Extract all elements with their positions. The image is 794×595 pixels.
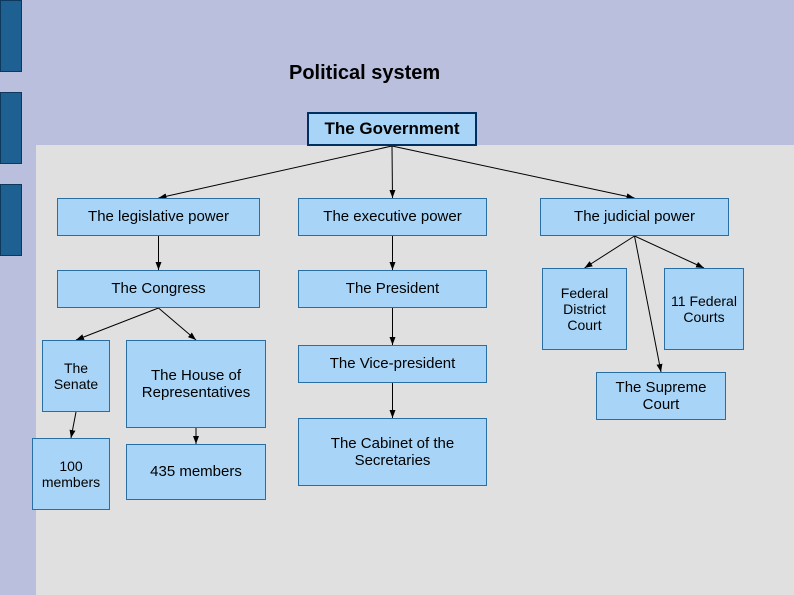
node-senate_members: 100 members: [32, 438, 110, 510]
node-supreme: The Supreme Court: [596, 372, 726, 420]
diagram-title: Political system: [289, 62, 440, 85]
node-senate: The Senate: [42, 340, 110, 412]
side-tab-1[interactable]: [0, 92, 22, 164]
side-tab-0[interactable]: [0, 0, 22, 72]
node-legislative: The legislative power: [57, 198, 260, 236]
node-cabinet: The Cabinet of the Secretaries: [298, 418, 487, 486]
node-president: The President: [298, 270, 487, 308]
node-government: The Government: [307, 112, 477, 146]
node-house_members: 435 members: [126, 444, 266, 500]
diagram-stage: Political system The Government The legisl…: [0, 0, 794, 595]
node-vp: The Vice-president: [298, 345, 487, 383]
node-fed_district: Federal District Court: [542, 268, 627, 350]
side-tab-2[interactable]: [0, 184, 22, 256]
node-congress: The Congress: [57, 270, 260, 308]
node-executive: The executive power: [298, 198, 487, 236]
node-eleven_courts: 11 Federal Courts: [664, 268, 744, 350]
node-house: The House of Representatives: [126, 340, 266, 428]
node-judicial: The judicial power: [540, 198, 729, 236]
